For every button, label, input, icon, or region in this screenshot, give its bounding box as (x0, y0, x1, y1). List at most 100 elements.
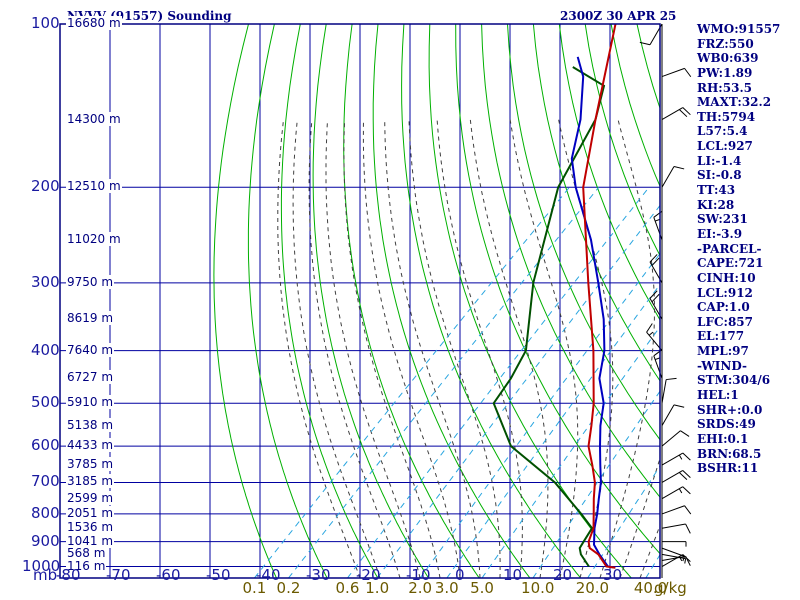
pressure-tick-label: 900 (31, 531, 60, 550)
pressure-tick-label: 200 (31, 177, 60, 196)
temperature-tick-label: 0 (455, 566, 465, 584)
wind-barb-flag (684, 68, 692, 78)
wind-barb-flag (682, 486, 691, 495)
wind-barb-flag (639, 41, 651, 46)
height-label: 6727 m (66, 370, 115, 385)
index-value: LCL:912 (697, 285, 753, 300)
pressure-tick-label: 100 (31, 14, 60, 32)
temperature-tick-label: -40 (256, 566, 281, 584)
wind-barb-flag (685, 523, 691, 534)
mixing-ratio-label: 5.0 (470, 579, 494, 597)
wind-barb-shaft (661, 379, 667, 404)
wind-barb-flag (646, 323, 653, 333)
wind-barb-half-flag (654, 357, 661, 361)
index-value: HEL:1 (697, 388, 739, 403)
profile-lines (492, 24, 617, 569)
height-label: 5138 m (66, 417, 115, 432)
height-label: 4433 m (66, 438, 115, 453)
dry-adiabat-line (372, 24, 531, 578)
height-label: 3785 m (66, 457, 115, 471)
pressure-tick-label: 400 (31, 340, 60, 359)
wind-barb-shaft (661, 505, 685, 515)
mixing-ratio-label: 40.0 (633, 579, 668, 597)
wind-barb-flag (682, 452, 691, 461)
index-value: CINH:10 (697, 270, 756, 285)
moist-adiabat-line (384, 119, 481, 578)
index-value: KI:28 (697, 197, 735, 212)
dry-adiabat-line (401, 24, 581, 578)
height-label: 2051 m (66, 505, 115, 520)
pressure-tick-label: 600 (31, 436, 60, 455)
index-value: -PARCEL- (697, 241, 762, 256)
temperature-tick-label: -20 (356, 566, 381, 584)
wind-barb-flag (678, 472, 688, 480)
height-label: 12510 m (66, 179, 122, 194)
dry-adiabat-line (455, 24, 660, 555)
temperature-tick-label: -80 (56, 566, 81, 584)
wind-barb-flag (653, 210, 663, 218)
wind-barb-shaft (653, 355, 663, 379)
wind-barb-half-flag (678, 454, 683, 460)
index-value: BSHR:11 (697, 461, 759, 476)
index-value: CAPE:721 (697, 256, 764, 271)
grid-layer (59, 23, 661, 578)
dry-adiabat-line (280, 24, 379, 578)
wind-barb-half-flag (678, 488, 683, 494)
index-value: BRN:68.5 (697, 446, 762, 461)
temperature-tick-label: 20 (553, 566, 573, 584)
wind-barb-shaft (661, 553, 686, 560)
height-label: 1041 m (66, 533, 115, 548)
index-value: RH:53.5 (697, 80, 752, 95)
moist-adiabat-line (362, 119, 461, 578)
wind-barb-shaft (661, 404, 675, 426)
height-label: 9750 m (66, 274, 115, 289)
index-value: EHI:0.1 (697, 431, 749, 446)
index-value: MAXT:32.2 (697, 95, 772, 110)
dry-adiabat-line (343, 24, 480, 578)
wind-barb-flag (651, 257, 660, 266)
moist-adiabat-line (343, 119, 441, 578)
wind-barb-flag (682, 470, 691, 478)
wind-barb-shaft (653, 217, 663, 241)
index-value: PW:1.89 (697, 65, 753, 80)
moist-adiabat-line (509, 119, 579, 578)
indices-panel: WMO:91557 FRZ:550 WB0:639 PW:1.89 RH:53.5 MAX… (697, 22, 780, 476)
dewpoint-profile (492, 66, 606, 568)
index-value: FRZ:550 (697, 36, 754, 51)
height-label: 568 m (66, 546, 107, 561)
wind-barb-flag (649, 290, 658, 299)
index-value: TH:5794 (697, 109, 756, 124)
index-value: SI:-0.8 (697, 168, 742, 183)
wind-barb-flag (673, 404, 685, 408)
dry-adiabat-line (247, 24, 328, 578)
wind-barb-shaft (661, 67, 685, 78)
dry-adiabat-line (507, 24, 660, 441)
plot-frame (59, 23, 661, 579)
index-value: L57:5.4 (697, 124, 748, 139)
temperature-tick-label: -30 (306, 566, 331, 584)
index-value: LFC:857 (697, 314, 753, 329)
temperature-tick-label: 10 (503, 566, 523, 584)
index-value: WMO:91557 (697, 22, 781, 36)
height-label: 5910 m (66, 395, 115, 410)
pressure-tick-label: 800 (31, 503, 60, 522)
wind-barb-flag (651, 293, 660, 303)
mixing-ratio-label: 3.0 (434, 579, 459, 597)
moist-adiabat-line (292, 119, 381, 578)
moist-adiabat-line (408, 119, 501, 578)
wind-barb-flag (666, 377, 677, 381)
wind-barb-half-flag (684, 558, 687, 564)
wind-barb-flag (685, 556, 691, 566)
mixing-ratio-label: 1.0 (365, 579, 390, 597)
index-value: -WIND- (697, 358, 747, 373)
wind-barb-shaft (661, 555, 686, 562)
index-value: LCL:927 (697, 139, 753, 154)
mixing-ratio-line (532, 390, 660, 578)
wind-barb-shaft (661, 430, 681, 447)
height-label: 3185 m (66, 474, 115, 489)
wind-barb-flag (653, 349, 663, 357)
wind-barb-flag (673, 166, 685, 170)
dry-adiabat-line (792, 24, 800, 578)
index-value: STM:304/6 (697, 373, 771, 388)
